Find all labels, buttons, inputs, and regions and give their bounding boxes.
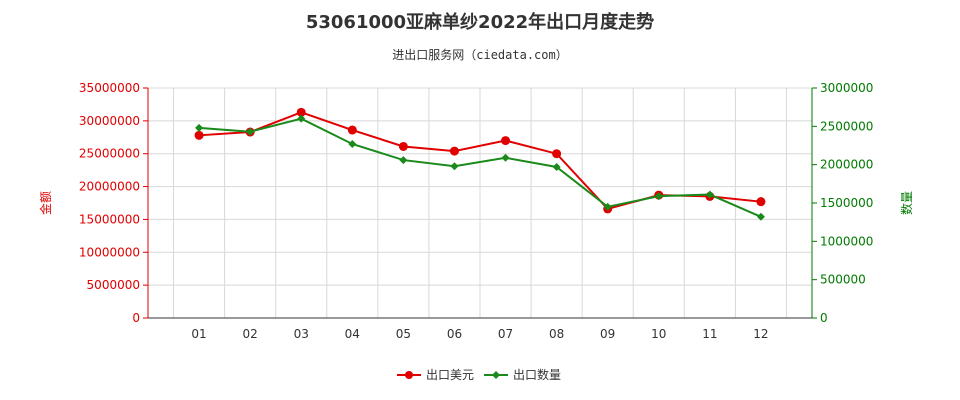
series-point-qty[interactable] bbox=[399, 156, 408, 165]
left-tick-label: 25000000 bbox=[79, 147, 140, 161]
legend: 出口美元 出口数量 bbox=[397, 367, 561, 382]
x-axis-ticks: 01 02 03 04 05 06 07 08 09 10 11 12 bbox=[191, 327, 768, 341]
x-tick-label: 07 bbox=[498, 327, 513, 341]
right-tick-label: 3000000 bbox=[820, 81, 873, 95]
right-tick-label: 1500000 bbox=[820, 196, 873, 210]
series-point-qty[interactable] bbox=[756, 212, 765, 221]
series-point-qty[interactable] bbox=[195, 123, 204, 132]
series-point-usd[interactable] bbox=[347, 125, 357, 135]
series-point-usd[interactable] bbox=[756, 197, 766, 207]
left-tick-label: 30000000 bbox=[79, 114, 140, 128]
chart-title: 53061000亚麻单纱2022年出口月度走势 bbox=[305, 12, 655, 33]
x-tick-label: 11 bbox=[702, 327, 717, 341]
x-tick-label: 05 bbox=[396, 327, 411, 341]
x-tick-label: 01 bbox=[191, 327, 206, 341]
x-tick-label: 08 bbox=[549, 327, 564, 341]
legend-label-export-qty: 出口数量 bbox=[513, 367, 561, 382]
grid-lines bbox=[148, 87, 812, 319]
series-line-1 bbox=[199, 117, 762, 218]
right-tick-label: 2000000 bbox=[820, 158, 873, 172]
right-tick-label: 500000 bbox=[820, 273, 866, 287]
series-point-usd[interactable] bbox=[449, 146, 459, 156]
series-point-qty[interactable] bbox=[603, 202, 612, 211]
series-point-usd[interactable] bbox=[296, 107, 306, 117]
left-axis-ticks: 0 5000000 10000000 15000000 20000000 25000000… bbox=[79, 81, 148, 325]
left-tick-label: 15000000 bbox=[79, 212, 140, 226]
left-tick-label: 20000000 bbox=[79, 180, 140, 194]
left-tick-label: 35000000 bbox=[79, 81, 140, 95]
x-tick-label: 10 bbox=[651, 327, 666, 341]
chart-subtitle: 进出口服务网（ciedata.com） bbox=[392, 48, 568, 62]
legend-item-export-usd[interactable]: 出口美元 bbox=[397, 368, 474, 382]
right-tick-label: 1000000 bbox=[820, 234, 873, 248]
right-axis-ticks: 0 500000 1000000 1500000 2000000 2500000 30000… bbox=[812, 81, 873, 325]
legend-marker-export-qty bbox=[492, 371, 500, 379]
x-tick-label: 04 bbox=[345, 327, 360, 341]
x-tick-label: 06 bbox=[447, 327, 462, 341]
y-axis-title-right: 数量 bbox=[899, 191, 914, 215]
series-point-qty[interactable] bbox=[552, 162, 561, 171]
series-point-qty[interactable] bbox=[501, 153, 510, 162]
series-point-usd[interactable] bbox=[194, 130, 204, 140]
series-point-usd[interactable] bbox=[398, 141, 408, 151]
left-tick-label: 0 bbox=[132, 311, 140, 325]
series-point-qty[interactable] bbox=[450, 162, 459, 171]
series-point-usd[interactable] bbox=[552, 149, 562, 159]
x-tick-label: 02 bbox=[243, 327, 258, 341]
x-tick-label: 03 bbox=[294, 327, 309, 341]
legend-marker-export-usd bbox=[405, 371, 413, 379]
right-tick-label: 2500000 bbox=[820, 119, 873, 133]
legend-item-export-qty[interactable]: 出口数量 bbox=[484, 367, 561, 382]
series-point-qty[interactable] bbox=[654, 192, 663, 201]
series-point-qty[interactable] bbox=[705, 190, 714, 199]
x-tick-label: 12 bbox=[753, 327, 768, 341]
x-tick-label: 09 bbox=[600, 327, 615, 341]
y-axis-title-left: 金额 bbox=[38, 191, 53, 215]
series-point-qty[interactable] bbox=[348, 139, 357, 148]
left-tick-label: 10000000 bbox=[79, 245, 140, 259]
legend-label-export-usd: 出口美元 bbox=[426, 368, 474, 382]
left-tick-label: 5000000 bbox=[87, 278, 140, 292]
right-tick-label: 0 bbox=[820, 311, 828, 325]
series-point-qty[interactable] bbox=[246, 127, 255, 136]
series-group bbox=[194, 107, 766, 221]
series-point-usd[interactable] bbox=[501, 136, 511, 146]
series-point-qty[interactable] bbox=[297, 114, 306, 123]
